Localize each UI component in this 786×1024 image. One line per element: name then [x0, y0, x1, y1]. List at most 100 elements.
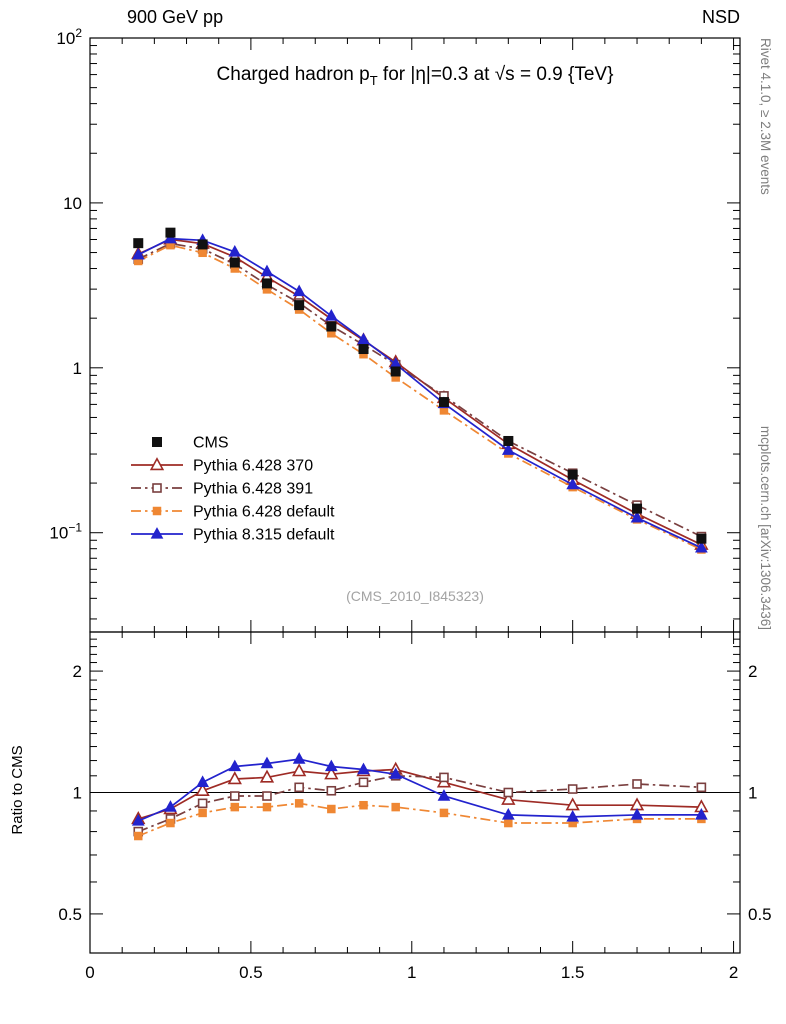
data-point — [164, 231, 177, 244]
data-point — [437, 789, 451, 801]
data-point — [227, 771, 242, 785]
data-point — [503, 787, 514, 798]
data-point — [566, 477, 580, 490]
tick-label: 0 — [85, 963, 94, 982]
tick-label: 1 — [73, 784, 82, 803]
data-point — [149, 457, 165, 471]
data-point — [566, 809, 580, 822]
mcplots-reference-note: mcplots.cern.ch [arXiv:1306.3436] — [758, 426, 773, 630]
data-point — [439, 772, 449, 783]
data-point — [359, 800, 368, 810]
data-point — [262, 802, 272, 812]
title-subscript: T — [370, 73, 378, 88]
data-point — [326, 321, 337, 332]
data-point — [501, 807, 515, 820]
tick-label: 2 — [729, 963, 738, 982]
data-point — [228, 244, 242, 257]
data-point — [358, 777, 369, 788]
data-point — [358, 344, 369, 355]
tick-label: 0.5 — [239, 963, 263, 982]
rivet-version-note: Rivet 4.1.0, ≥ 2.3M events — [758, 38, 773, 195]
tick-label: 1.5 — [561, 963, 585, 982]
data-point — [294, 799, 304, 808]
legend-entry-pythia-6-428-370: Pythia 6.428 370 — [131, 457, 313, 475]
tick-labels: 0 0.5 1 1.5 2 10−1 1 10 102 0.5 0.5 1 1 2 2 — [49, 26, 771, 982]
data-point — [324, 308, 338, 321]
legend-entry-cms: CMS — [152, 435, 229, 452]
data-point — [292, 752, 306, 764]
legend-label: CMS — [193, 435, 229, 452]
data-point — [326, 785, 337, 796]
data-point — [150, 527, 164, 539]
data-point — [292, 284, 306, 297]
plot-title: Charged hadron pT for |η|=0.3 at √s = 0.… — [217, 64, 614, 88]
data-point — [228, 759, 242, 772]
data-point — [261, 278, 272, 289]
data-point — [133, 238, 144, 249]
data-point — [567, 784, 578, 794]
tick-label: 10−1 — [49, 521, 82, 543]
tick-label: 1 — [407, 963, 416, 982]
data-point — [632, 503, 643, 514]
data-point — [260, 264, 274, 277]
data-point — [324, 759, 338, 772]
data-point — [197, 798, 208, 809]
data-point — [439, 808, 449, 818]
data-point — [390, 366, 401, 377]
data-point — [260, 756, 274, 769]
tick-label: 10 — [63, 194, 82, 213]
ratio-axis-label: Ratio to CMS — [9, 745, 26, 834]
data-point — [198, 248, 207, 258]
data-point — [152, 483, 162, 493]
data-point — [262, 791, 272, 801]
data-point — [152, 506, 162, 516]
legend-label: Pythia 6.428 391 — [193, 481, 313, 498]
data-point — [391, 802, 400, 812]
data-point — [230, 802, 240, 812]
data-point — [632, 779, 642, 789]
title-segment: Charged hadron p — [217, 64, 370, 85]
data-point — [164, 800, 177, 812]
tick-label: 0.5 — [58, 905, 82, 924]
data-point — [501, 443, 515, 455]
event-class-label: NSD — [702, 7, 740, 27]
tick-label: 1 — [73, 359, 82, 378]
data-point — [567, 469, 578, 480]
data-point — [165, 227, 176, 238]
beam-energy-label: 900 GeV pp — [127, 7, 223, 27]
data-point — [501, 791, 516, 805]
data-point — [565, 797, 580, 811]
legend-entry-pythia-6-428-391: Pythia 6.428 391 — [131, 481, 313, 498]
data-point — [695, 807, 708, 820]
data-point — [131, 247, 145, 260]
plot-series — [90, 227, 740, 841]
data-point — [152, 437, 162, 447]
tick-label: 2 — [73, 662, 82, 681]
data-point — [131, 814, 145, 826]
data-point — [259, 769, 275, 783]
data-point — [503, 435, 514, 446]
tick-label: 102 — [56, 26, 82, 48]
data-point — [630, 807, 644, 820]
tick-label: 2 — [748, 662, 757, 681]
data-point — [198, 808, 207, 818]
data-point — [134, 831, 143, 841]
data-point — [229, 257, 240, 268]
data-point — [504, 818, 513, 828]
data-point — [195, 782, 210, 796]
legend: CMS Pythia 6.428 370 Pythia 6.428 391 Pythi… — [131, 435, 335, 544]
data-point — [294, 782, 304, 793]
data-point — [166, 818, 175, 828]
data-point — [196, 775, 209, 787]
plot-axes — [89, 37, 741, 954]
data-point — [294, 300, 305, 311]
tick-label: 1 — [748, 784, 757, 803]
data-point — [696, 782, 707, 793]
data-point — [197, 239, 208, 250]
legend-entry-pythia-6-428-default: Pythia 6.428 default — [131, 504, 335, 521]
legend-label: Pythia 6.428 370 — [193, 458, 313, 475]
legend-entry-pythia-8-315-default: Pythia 8.315 default — [131, 527, 335, 544]
title-segment: for |η|=0.3 at √s = 0.9 {TeV} — [378, 64, 614, 85]
data-point — [389, 767, 403, 779]
